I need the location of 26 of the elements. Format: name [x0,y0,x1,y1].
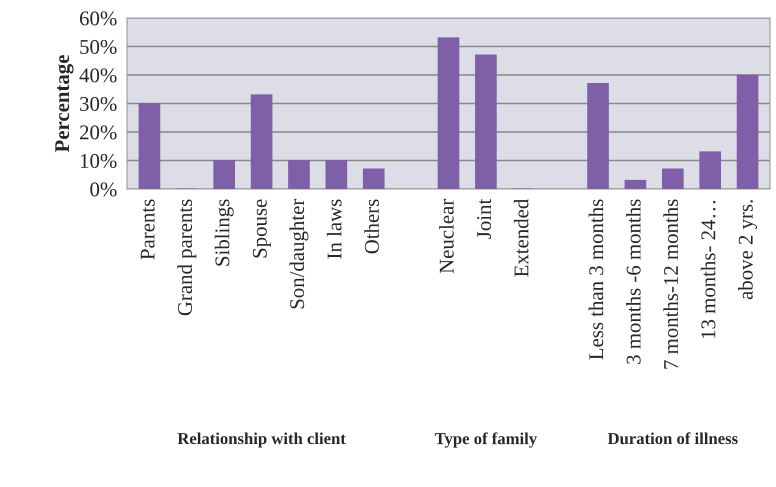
y-tick-label: 0% [90,182,117,196]
y-tick-label: 10% [80,154,117,168]
x-tick-label: Spouse [252,199,272,258]
x-tick-label: Others [364,199,379,254]
x-tick-label: 3 months -6 months [626,199,641,364]
y-tick-label: 40% [80,68,117,82]
x-tick-label: Neuclear [439,198,454,274]
x-tick-label: 7 months-12 months [663,199,678,369]
x-tick-label: 13 months- 24… [700,200,716,338]
y-axis-title: Percentage [55,55,74,152]
y-tick-label: 60% [80,11,117,26]
y-tick-label: 50% [80,40,117,54]
x-tick-label: Joint [477,198,492,239]
x-tick-label: Siblings [214,199,234,266]
x-tick-label: Son/daughter [289,198,308,308]
y-tick-label: 30% [80,96,117,111]
x-tick-label: In laws [326,199,342,259]
x-tick-label: Parents [140,199,155,260]
x-tick-label: above 2 yrs. [738,200,758,300]
text: Type of family [434,432,537,448]
y-tick-label: 20% [80,125,117,140]
x-tick-label: Grand parents [177,199,196,316]
x-tick-label: Extended [514,198,528,277]
text: Duration of illness [608,432,738,444]
x-tick-label: Less than 3 months [588,199,604,360]
text: Relationship with client [178,432,346,448]
